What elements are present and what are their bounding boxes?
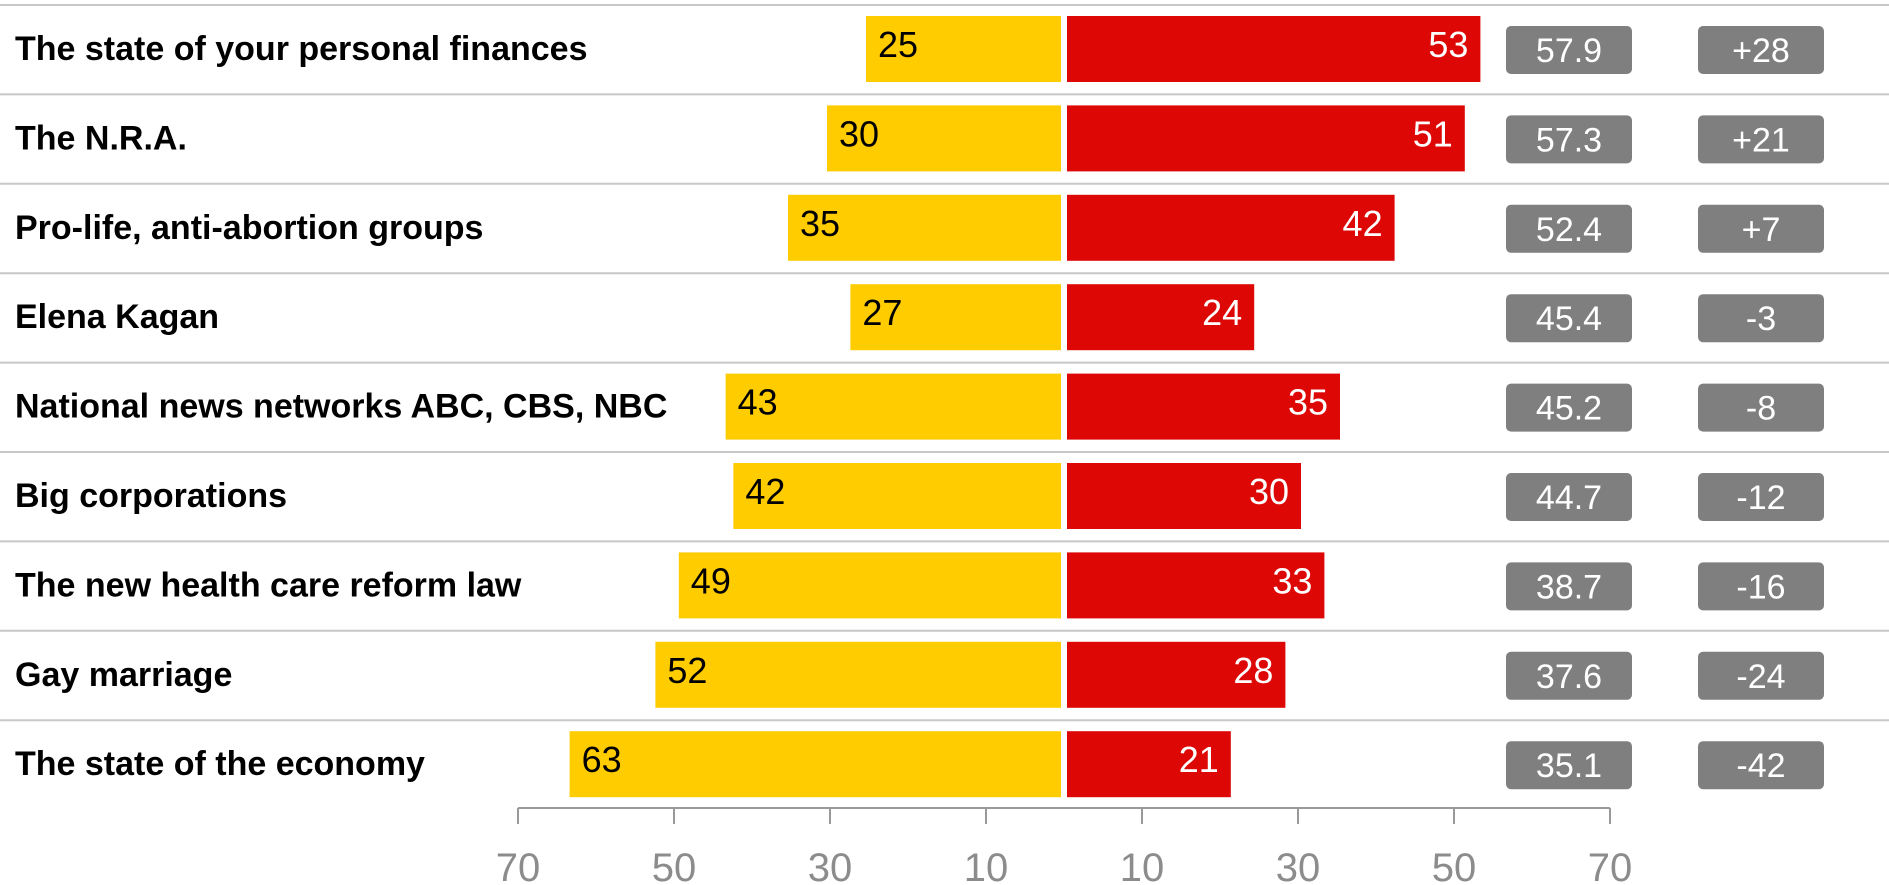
category-label: National news networks ABC, CBS, NBC xyxy=(15,388,667,426)
net-pill-value: -8 xyxy=(1746,390,1776,428)
bar-right-value: 35 xyxy=(1288,382,1328,423)
bar-left-value: 49 xyxy=(691,560,731,601)
axis-tick-label: 30 xyxy=(1276,846,1321,885)
bar-right-value: 21 xyxy=(1179,739,1219,780)
category-label: The state of your personal finances xyxy=(15,30,587,68)
bar-right xyxy=(1067,16,1480,82)
category-label: The new health care reform law xyxy=(15,566,522,604)
chart-row: The new health care reform law 49 33 38.7 -1… xyxy=(15,552,1824,618)
net-pill-value: +21 xyxy=(1732,121,1790,159)
score-pill-value: 38.7 xyxy=(1536,568,1602,606)
chart-row: The state of the economy 63 21 35.1 -42 xyxy=(15,731,1824,797)
bar-left-value: 25 xyxy=(878,24,918,65)
chart-row: Pro-life, anti-abortion groups 35 42 52.4 +7 xyxy=(15,195,1824,261)
bar-left-value: 27 xyxy=(862,292,902,333)
chart-row: National news networks ABC, CBS, NBC 43 35… xyxy=(15,374,1824,440)
score-pill-value: 57.3 xyxy=(1536,121,1602,159)
score-pill-value: 44.7 xyxy=(1536,479,1602,517)
bar-right-value: 51 xyxy=(1413,113,1453,154)
category-label: Pro-life, anti-abortion groups xyxy=(15,209,483,247)
score-pill-value: 35.1 xyxy=(1536,747,1602,785)
score-pill-value: 45.2 xyxy=(1536,390,1602,428)
chart-row: The N.R.A. 30 51 57.3 +21 xyxy=(15,105,1824,171)
category-label: The N.R.A. xyxy=(15,119,187,157)
net-pill-value: -3 xyxy=(1746,300,1776,338)
category-label: Elena Kagan xyxy=(15,298,219,336)
bar-left-value: 35 xyxy=(800,203,840,244)
net-pill-value: -42 xyxy=(1736,747,1785,785)
category-label: The state of the economy xyxy=(15,745,425,783)
axis-tick-label: 50 xyxy=(1432,846,1477,885)
net-pill-value: +7 xyxy=(1742,211,1781,249)
score-pill-value: 37.6 xyxy=(1536,658,1602,696)
chart-row: Elena Kagan 27 24 45.4 -3 xyxy=(15,284,1824,350)
chart-row: Gay marriage 52 28 37.6 -24 xyxy=(15,642,1824,708)
net-pill-value: -12 xyxy=(1736,479,1785,517)
bar-right-value: 24 xyxy=(1202,292,1242,333)
score-pill-value: 45.4 xyxy=(1536,300,1602,338)
bar-right-value: 30 xyxy=(1249,471,1289,512)
net-pill-value: +28 xyxy=(1732,32,1790,70)
score-pill-value: 52.4 xyxy=(1536,211,1602,249)
bar-right-value: 42 xyxy=(1343,203,1383,244)
net-pill-value: -24 xyxy=(1736,658,1785,696)
category-label: Big corporations xyxy=(15,477,287,515)
chart-rows: The state of your personal finances 25 53 5… xyxy=(15,16,1824,797)
category-label: Gay marriage xyxy=(15,656,232,694)
bar-right xyxy=(1067,105,1465,171)
axis-tick-label: 10 xyxy=(964,846,1009,885)
bar-right-value: 53 xyxy=(1428,24,1468,65)
x-axis: 70 50 30 10 10 30 50 70 xyxy=(496,808,1633,885)
bar-left-value: 52 xyxy=(667,650,707,691)
bar-right-value: 28 xyxy=(1233,650,1273,691)
bar-left-value: 63 xyxy=(582,739,622,780)
bar-right-value: 33 xyxy=(1272,560,1312,601)
chart-row: The state of your personal finances 25 53 5… xyxy=(15,16,1824,82)
chart-row: Big corporations 42 30 44.7 -12 xyxy=(15,463,1824,529)
score-pill-value: 57.9 xyxy=(1536,32,1602,70)
axis-tick-label: 30 xyxy=(808,846,853,885)
bar-left xyxy=(679,552,1061,618)
bar-left-value: 30 xyxy=(839,113,879,154)
bar-left-value: 43 xyxy=(738,382,778,423)
bar-left xyxy=(570,731,1061,797)
bar-left-value: 42 xyxy=(745,471,785,512)
axis-tick-label: 50 xyxy=(652,846,697,885)
bar-left xyxy=(655,642,1061,708)
axis-tick-label: 70 xyxy=(496,846,541,885)
axis-tick-label: 70 xyxy=(1588,846,1633,885)
axis-tick-label: 10 xyxy=(1120,846,1165,885)
net-pill-value: -16 xyxy=(1736,568,1785,606)
